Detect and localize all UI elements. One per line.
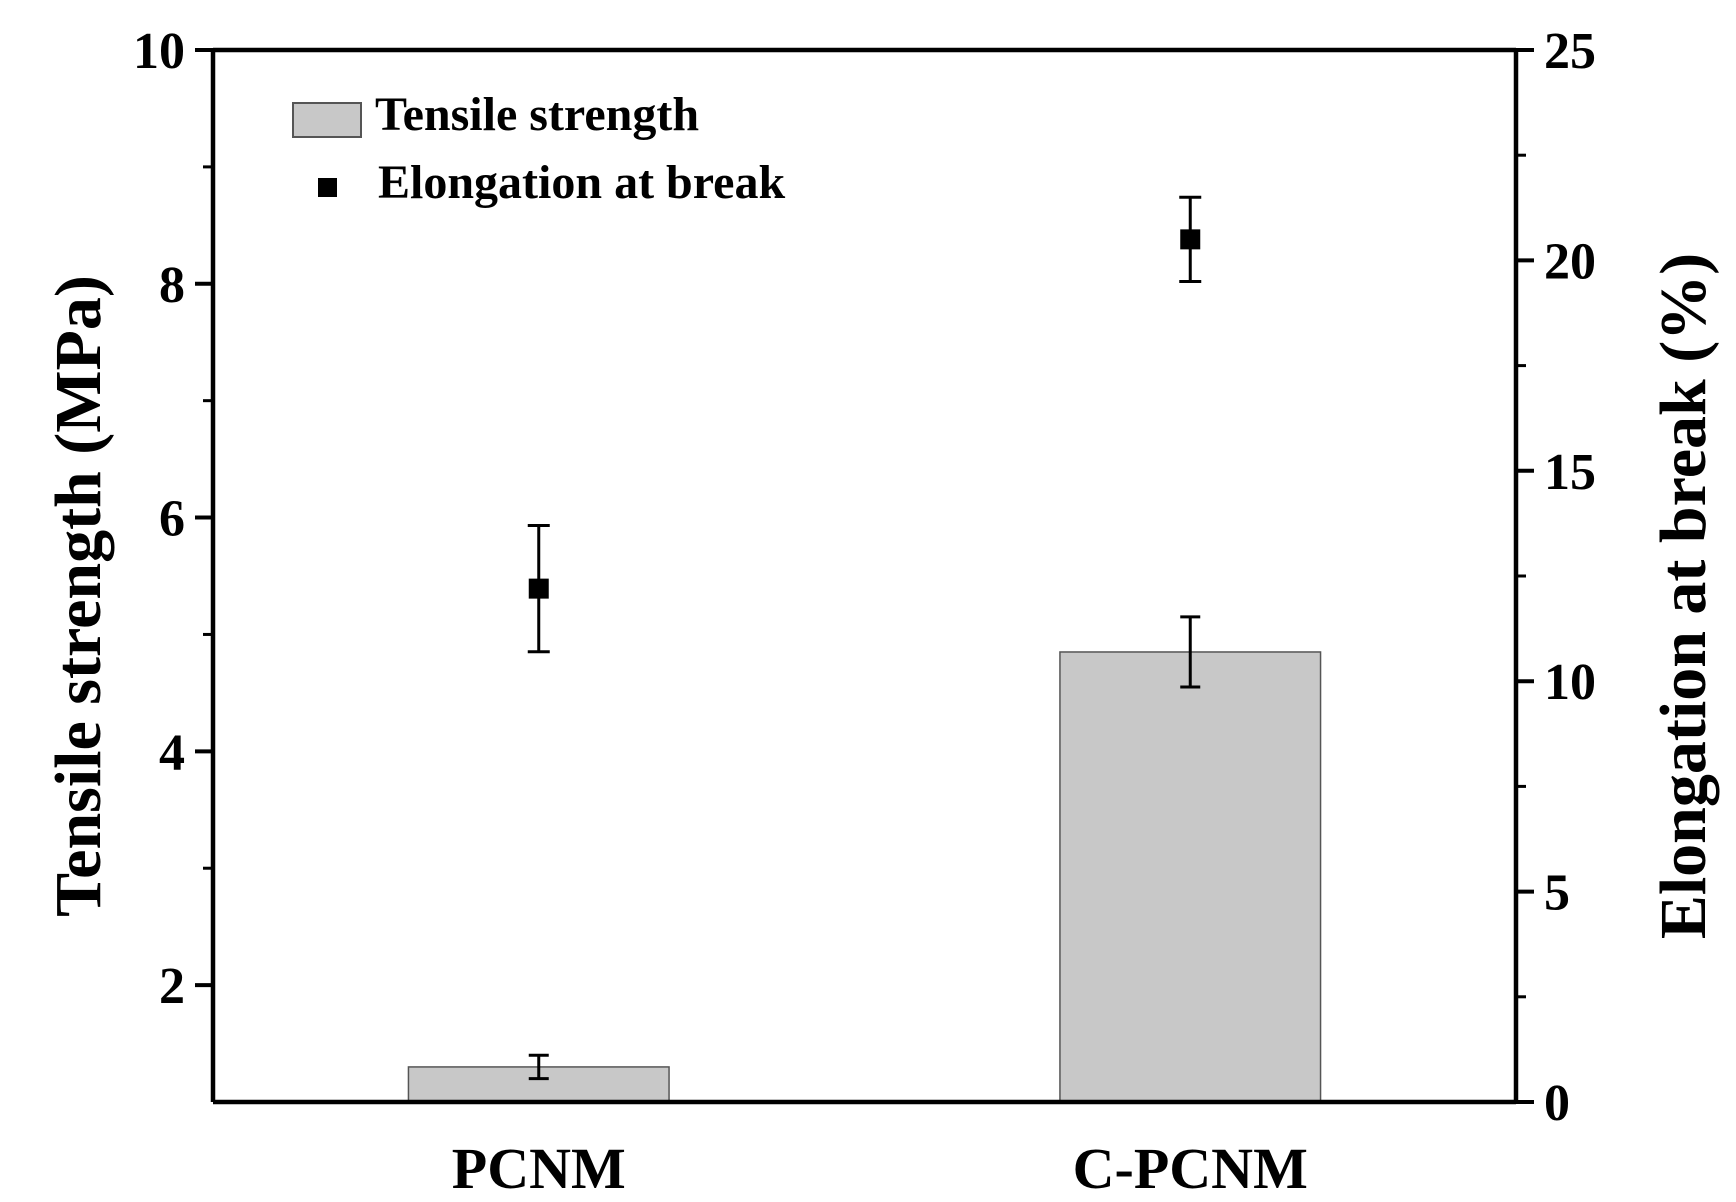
bar-1 [1059, 651, 1322, 1103]
x-category-label-0: PCNM [452, 1136, 626, 1201]
legend-label-tensile: Tensile strength [375, 88, 699, 141]
legend: Tensile strength Elongation at break [292, 88, 785, 209]
left-tick-label-0: 2 [159, 958, 185, 1015]
right-tick-label-2: 10 [1544, 654, 1596, 711]
x-category-label-1: C-PCNM [1073, 1136, 1308, 1201]
right-tick-label-0: 0 [1544, 1075, 1570, 1132]
right-tick-label-1: 5 [1544, 865, 1570, 922]
right-tick-label-3: 15 [1544, 444, 1596, 501]
left-axis-title: Tensile strength (MPa) [42, 275, 115, 917]
right-tick-label-5: 25 [1544, 23, 1596, 80]
axes: 2 4 6 8 10 0 5 10 15 20 25 PCNM C-PCNM Tensile streng… [42, 23, 1720, 1201]
right-tick-label-4: 20 [1544, 233, 1596, 290]
point-0 [528, 578, 549, 599]
legend-swatch-tensile [292, 102, 362, 138]
left-tick-label-2: 6 [159, 491, 185, 548]
left-tick-label-1: 4 [159, 724, 185, 781]
legend-marker-elongation [318, 178, 337, 197]
right-axis-title: Elongation at break (%) [1647, 253, 1720, 939]
point-1 [1180, 229, 1201, 250]
left-tick-label-3: 8 [159, 257, 185, 314]
legend-label-elongation: Elongation at break [378, 156, 785, 209]
left-tick-label-4: 10 [133, 23, 185, 80]
plot-area [407, 195, 1322, 1103]
